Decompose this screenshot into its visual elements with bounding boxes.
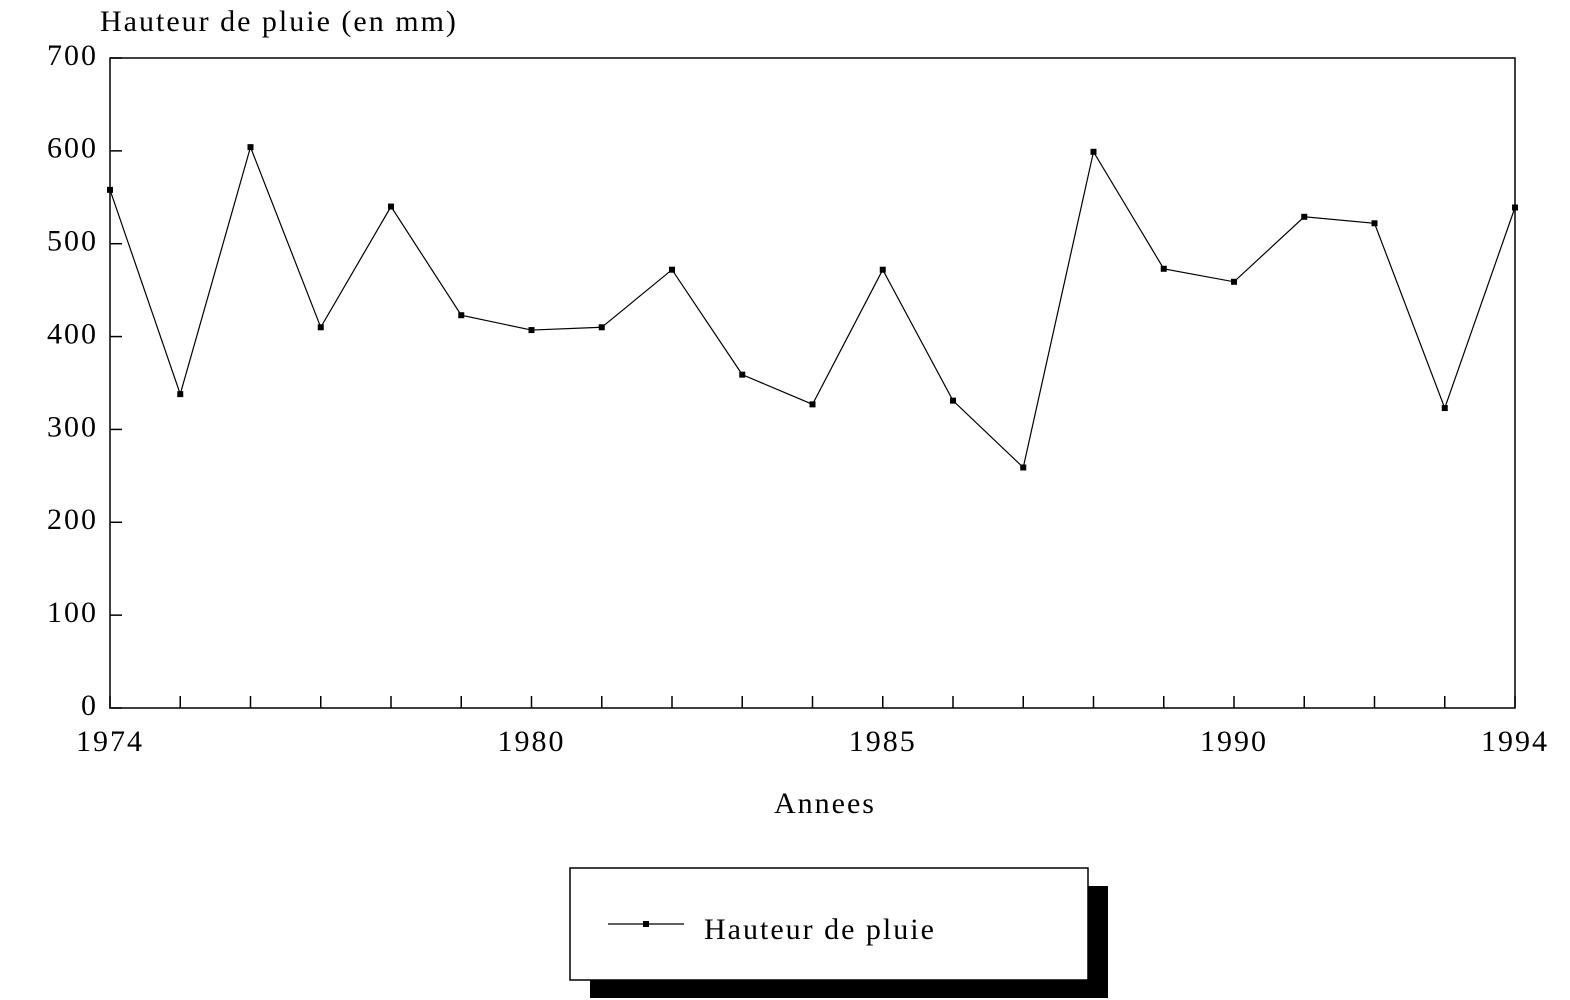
data-point <box>1020 464 1027 471</box>
y-tick-label: 400 <box>47 317 98 350</box>
y-tick-label: 700 <box>47 39 98 72</box>
data-point <box>669 266 675 273</box>
y-tick-label: 100 <box>47 596 98 629</box>
data-point <box>809 401 816 408</box>
y-tick-label: 300 <box>47 410 98 443</box>
y-tick-label: 600 <box>47 132 98 165</box>
data-point <box>1160 265 1167 272</box>
data-point <box>388 203 394 210</box>
data-point <box>1441 405 1448 412</box>
data-point <box>177 391 184 398</box>
x-axis-label: Annees <box>774 787 876 820</box>
data-point <box>1090 148 1097 155</box>
x-tick-label: 1974 <box>76 725 144 758</box>
data-point <box>317 324 324 331</box>
y-tick-label: 500 <box>47 225 98 258</box>
data-line <box>109 145 1516 469</box>
data-point <box>598 324 605 331</box>
data-point <box>739 371 746 378</box>
x-tick-label: 1980 <box>498 725 566 758</box>
y-tick-label: 0 <box>81 689 98 722</box>
data-point <box>1371 220 1378 227</box>
data-point <box>528 327 535 334</box>
data-point <box>1231 278 1237 285</box>
data-point <box>247 144 254 151</box>
data-point <box>107 186 113 193</box>
legend-marker <box>643 921 649 927</box>
chart-title: Hauteur de pluie (en mm) <box>100 5 458 38</box>
data-point <box>879 266 886 273</box>
y-tick-label: 200 <box>47 503 98 536</box>
legend: Hauteur de pluie <box>569 867 1108 998</box>
legend-label: Hauteur de pluie <box>704 913 936 946</box>
x-tick-label: 1990 <box>1200 725 1268 758</box>
plot-frame <box>109 57 1516 709</box>
data-point <box>950 397 956 404</box>
data-point <box>1512 204 1518 211</box>
x-tick-label: 1994 <box>1481 725 1549 758</box>
x-tick-label: 1985 <box>849 725 917 758</box>
data-point <box>458 312 465 319</box>
data-point <box>1301 213 1308 220</box>
